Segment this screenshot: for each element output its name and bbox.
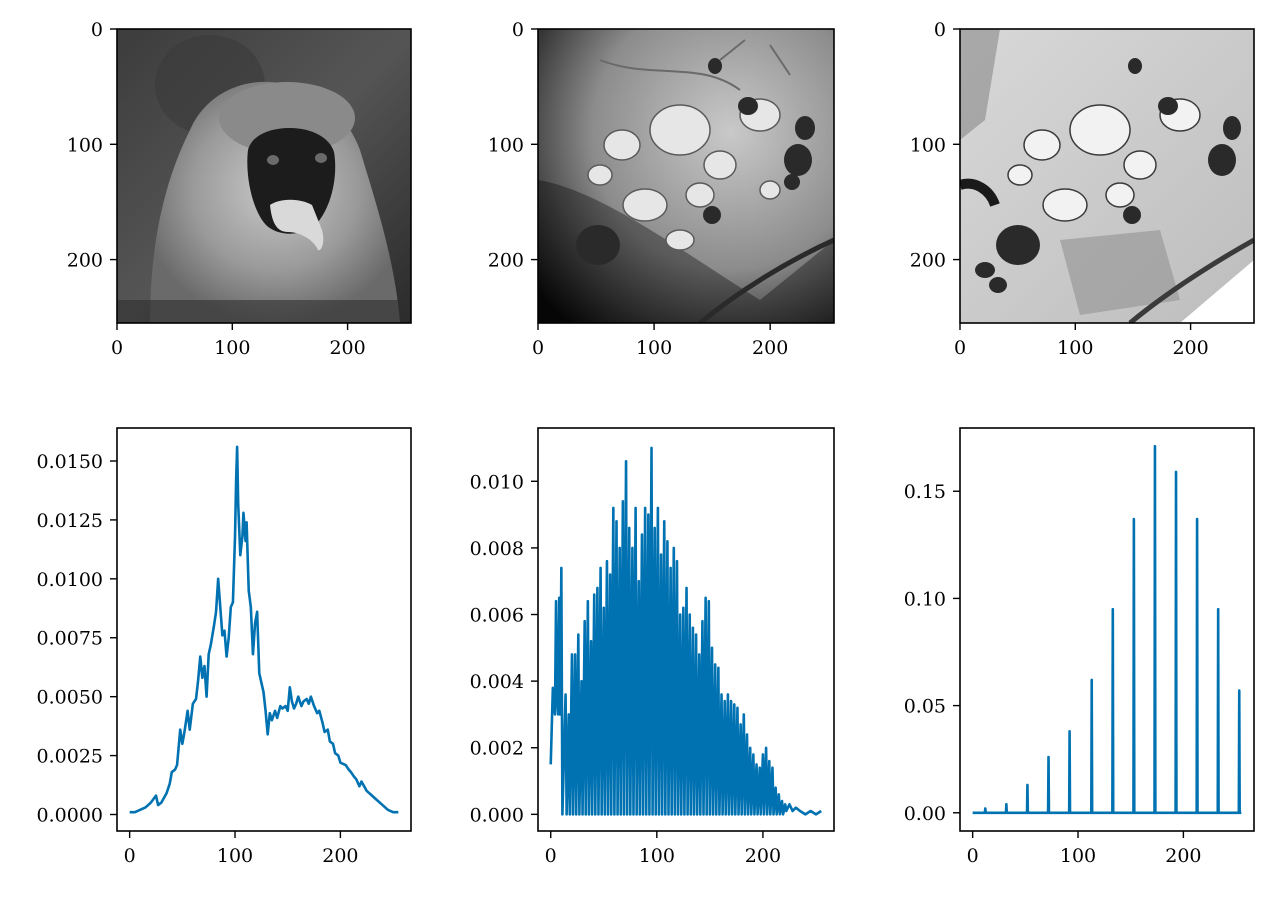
y-tick-label: 0.0025 <box>37 746 103 768</box>
x-tick-label: 0 <box>967 845 979 867</box>
y-tick-label: 100 <box>67 134 103 156</box>
x-tick-label: 200 <box>322 845 358 867</box>
y-tick-label: 100 <box>488 134 524 156</box>
y-tick-label: 0.10 <box>904 588 946 610</box>
monkey-image <box>117 29 411 323</box>
y-tick-label: 200 <box>67 250 103 272</box>
plot-frame <box>959 427 1255 832</box>
y-tick-label: 0 <box>91 19 103 41</box>
y-tick-label: 0.002 <box>470 738 524 760</box>
y-tick-label: 200 <box>488 250 524 272</box>
cells-original-image <box>538 29 834 323</box>
y-tick-label: 100 <box>910 134 946 156</box>
x-tick-label: 100 <box>639 845 675 867</box>
image-frame <box>116 28 412 324</box>
histogram-plot-cells-original: 0 100 200 0.000 0.002 0.004 0.006 0.008 0.010 <box>470 427 835 867</box>
y-tick-label: 0.15 <box>904 481 946 503</box>
cells-equalized-image <box>960 29 1254 323</box>
histogram-line <box>549 446 822 816</box>
x-tick-label: 200 <box>752 337 788 359</box>
y-tick-label: 0.0000 <box>37 805 103 827</box>
x-tick-label: 100 <box>1060 845 1096 867</box>
x-tick-label: 0 <box>124 845 136 867</box>
image-frame <box>959 28 1255 324</box>
x-tick-label: 0 <box>545 845 557 867</box>
y-tick-label: 0.00 <box>904 803 946 825</box>
image-frame <box>537 28 835 324</box>
y-tick-label: 0.0125 <box>37 510 103 532</box>
histogram-plot-monkey: 0 100 200 0.0000 0.0025 0.0050 0.0075 0.0100 0.0… <box>37 427 412 867</box>
y-tick-label: 0 <box>934 19 946 41</box>
x-tick-label: 200 <box>329 337 365 359</box>
image-panel-cells-equalized <box>959 28 1255 324</box>
x-tick-label: 200 <box>745 845 781 867</box>
y-tick-label: 0.0050 <box>37 687 103 709</box>
x-tick-label: 100 <box>636 337 672 359</box>
plot-frame <box>116 427 412 832</box>
image-panel-monkey <box>116 28 412 324</box>
x-tick-label: 100 <box>217 845 253 867</box>
x-tick-label: 200 <box>1165 845 1201 867</box>
x-tick-label: 200 <box>1172 337 1208 359</box>
y-tick-label: 0.004 <box>470 671 524 693</box>
y-tick-label: 0.010 <box>470 471 524 493</box>
y-tick-label: 0.0100 <box>37 569 103 591</box>
image-panel-cells-original <box>537 28 835 324</box>
x-tick-label: 100 <box>1057 337 1093 359</box>
y-tick-label: 0.0075 <box>37 628 103 650</box>
x-tick-label: 100 <box>214 337 250 359</box>
x-tick-label: 0 <box>954 337 966 359</box>
x-tick-label: 0 <box>111 337 123 359</box>
histogram-line <box>129 445 399 814</box>
image-ticks: 0 100 200 0 100 200 0 100 200 0 100 200 0 100 200 0 100 2… <box>67 19 1209 359</box>
y-tick-label: 0.000 <box>470 804 524 826</box>
histogram-line <box>972 444 1242 815</box>
y-tick-label: 200 <box>910 250 946 272</box>
y-tick-label: 0.006 <box>470 605 524 627</box>
y-tick-label: 0.05 <box>904 696 946 718</box>
y-tick-label: 0.008 <box>470 538 524 560</box>
plot-frame <box>537 427 835 832</box>
histogram-plot-cells-equalized: 0 100 200 0.00 0.05 0.10 0.15 <box>904 427 1255 867</box>
x-tick-label: 0 <box>532 337 544 359</box>
y-tick-label: 0 <box>512 19 524 41</box>
y-tick-label: 0.0150 <box>37 451 103 473</box>
